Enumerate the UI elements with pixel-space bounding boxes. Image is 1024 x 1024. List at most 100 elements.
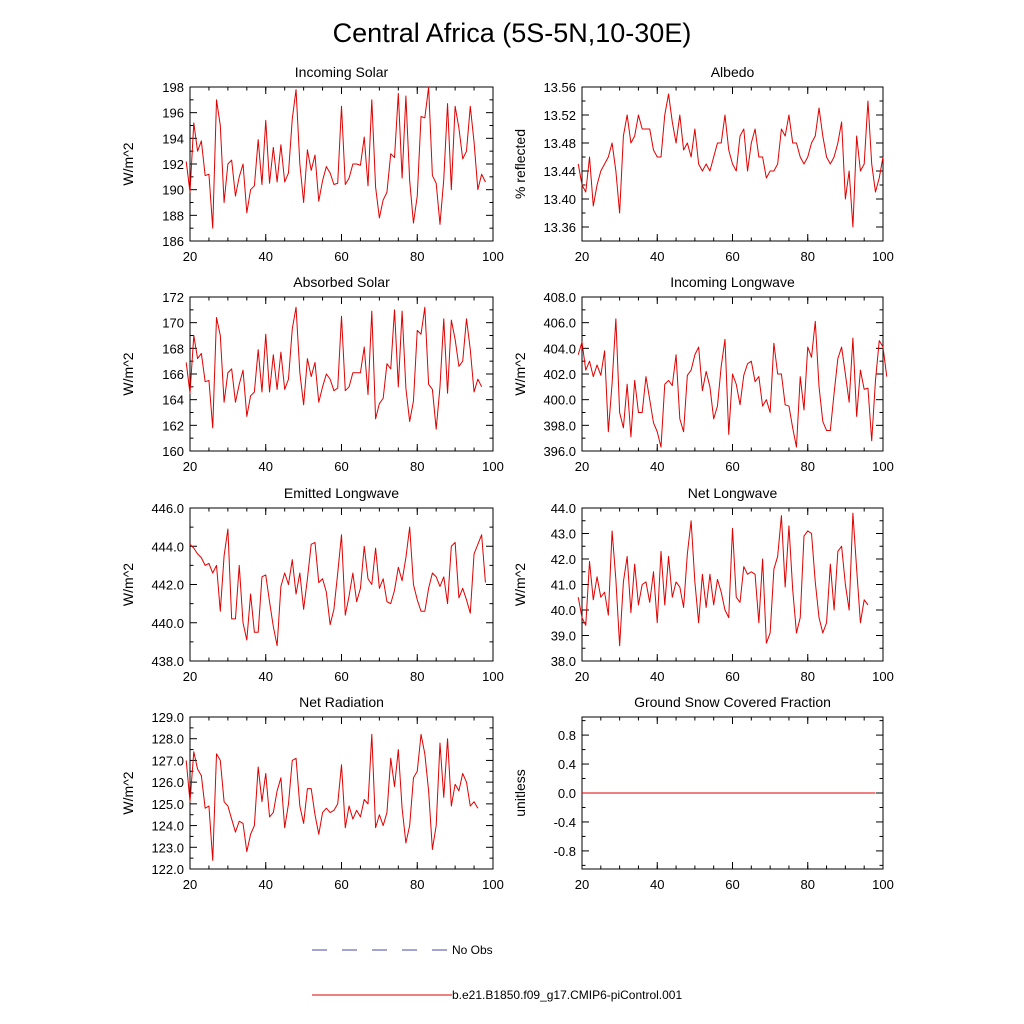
x-tick-label: 20: [183, 459, 197, 474]
panel-title: Emitted Longwave: [284, 485, 399, 501]
y-tick-label: 188: [162, 208, 184, 223]
legend-label-no-obs: No Obs: [452, 943, 493, 957]
x-tick-label: 60: [725, 877, 739, 892]
y-tick-label: 43.0: [551, 527, 576, 542]
main-title: Central Africa (5S-5N,10-30E): [333, 18, 692, 48]
y-tick-label: 13.36: [543, 220, 576, 235]
x-tick-label: 20: [575, 669, 589, 684]
panel-5: Net Longwave W/m^2 20 40 60 80 100 38.0 39.0 40.0…: [512, 485, 894, 684]
y-tick-label: 164: [162, 393, 184, 408]
x-tick-label: 80: [801, 459, 815, 474]
y-tick-label: 13.52: [543, 108, 576, 123]
panel-4: Emitted Longwave W/m^2 20 40 60 80 100 438.0 440…: [120, 485, 504, 684]
x-tick-label: 100: [872, 459, 894, 474]
x-tick-label: 20: [183, 669, 197, 684]
y-tick-label: 123.0: [151, 840, 184, 855]
x-tick-label: 60: [334, 459, 348, 474]
x-tick-label: 60: [725, 459, 739, 474]
y-axis-label: W/m^2: [120, 352, 136, 395]
legend: No Obs b.e21.B1850.f09_g17.CMIP6-piContr…: [312, 943, 682, 1002]
panel-7: Ground Snow Covered Fraction unitless 20 40…: [512, 694, 894, 892]
series-line: [185, 86, 486, 229]
y-tick-label: 166: [162, 367, 184, 382]
x-tick-label: 40: [259, 669, 273, 684]
series-line: [577, 93, 884, 228]
x-tick-label: 80: [410, 459, 424, 474]
x-tick-label: 100: [872, 669, 894, 684]
x-tick-label: 100: [872, 249, 894, 264]
y-tick-label: 38.0: [551, 654, 576, 669]
x-tick-label: 40: [259, 249, 273, 264]
y-axis-label: W/m^2: [512, 563, 528, 606]
y-tick-label: 127.0: [151, 753, 184, 768]
panel-6: Net Radiation W/m^2 20 40 60 80 100 122.0 123.0 1…: [120, 694, 504, 892]
y-tick-label: 398.0: [543, 418, 576, 433]
y-tick-label: 406.0: [543, 316, 576, 331]
x-tick-label: 20: [183, 877, 197, 892]
x-tick-label: 20: [575, 249, 589, 264]
series-line: [185, 733, 479, 861]
y-axis-label: W/m^2: [120, 771, 136, 814]
y-tick-label: 0.0: [558, 786, 576, 801]
y-tick-label: 196: [162, 106, 184, 121]
y-tick-label: 402.0: [543, 367, 576, 382]
panel-title: Net Longwave: [688, 485, 778, 501]
x-tick-label: 80: [410, 669, 424, 684]
x-tick-label: 40: [650, 249, 664, 264]
y-tick-label: 160: [162, 444, 184, 459]
x-tick-label: 60: [334, 249, 348, 264]
x-tick-label: 80: [410, 249, 424, 264]
y-tick-label: 0.4: [558, 757, 576, 772]
y-tick-label: 40.0: [551, 603, 576, 618]
x-tick-label: 40: [650, 669, 664, 684]
y-tick-label: 41.0: [551, 578, 576, 593]
y-tick-label: 124.0: [151, 819, 184, 834]
y-tick-label: 125.0: [151, 797, 184, 812]
y-tick-label: 192: [162, 157, 184, 172]
y-tick-label: 162: [162, 418, 184, 433]
y-tick-label: 122.0: [151, 862, 184, 877]
y-tick-label: 190: [162, 183, 184, 198]
y-tick-label: 444.0: [151, 539, 184, 554]
panel-3: Incoming Longwave W/m^2 20 40 60 80 100 396.0 39…: [512, 274, 894, 474]
y-tick-label: 172: [162, 290, 184, 305]
legend-label-model: b.e21.B1850.f09_g17.CMIP6-piControl.001: [452, 988, 682, 1002]
panel-title: Incoming Solar: [295, 64, 389, 80]
panel-0: Incoming Solar W/m^2 20 40 60 80 100 186 188 190 1…: [120, 64, 504, 264]
x-tick-label: 100: [482, 877, 504, 892]
series-line: [189, 526, 486, 647]
panel-2: Absorbed Solar W/m^2 20 40 60 80 100 160 162 164 1…: [120, 274, 504, 474]
y-tick-label: 194: [162, 131, 184, 146]
x-tick-label: 100: [482, 459, 504, 474]
y-axis-label: W/m^2: [120, 142, 136, 185]
y-tick-label: 440.0: [151, 616, 184, 631]
x-tick-label: 40: [650, 877, 664, 892]
x-tick-label: 80: [410, 877, 424, 892]
x-tick-label: 40: [259, 459, 273, 474]
x-tick-label: 100: [482, 249, 504, 264]
x-tick-label: 60: [725, 249, 739, 264]
x-tick-label: 20: [183, 249, 197, 264]
x-tick-label: 100: [872, 877, 894, 892]
y-tick-label: 442.0: [151, 578, 184, 593]
panel-title: Absorbed Solar: [293, 274, 390, 290]
y-tick-label: 446.0: [151, 501, 184, 516]
y-tick-label: 42.0: [551, 552, 576, 567]
y-tick-label: 170: [162, 316, 184, 331]
x-tick-label: 80: [801, 877, 815, 892]
x-tick-label: 40: [259, 877, 273, 892]
y-tick-label: 39.0: [551, 629, 576, 644]
panel-title: Ground Snow Covered Fraction: [634, 694, 831, 710]
y-tick-label: 13.56: [543, 80, 576, 95]
y-tick-label: 13.44: [543, 164, 576, 179]
y-axis-label: W/m^2: [512, 352, 528, 395]
panels: Incoming Solar W/m^2 20 40 60 80 100 186 188 190 1…: [120, 64, 894, 892]
x-tick-label: 60: [334, 877, 348, 892]
y-tick-label: 128.0: [151, 732, 184, 747]
y-axis-label: unitless: [512, 769, 528, 816]
y-tick-label: 13.48: [543, 136, 576, 151]
panel-title: Net Radiation: [299, 694, 384, 710]
y-tick-label: 0.8: [558, 728, 576, 743]
series-line: [577, 318, 888, 448]
